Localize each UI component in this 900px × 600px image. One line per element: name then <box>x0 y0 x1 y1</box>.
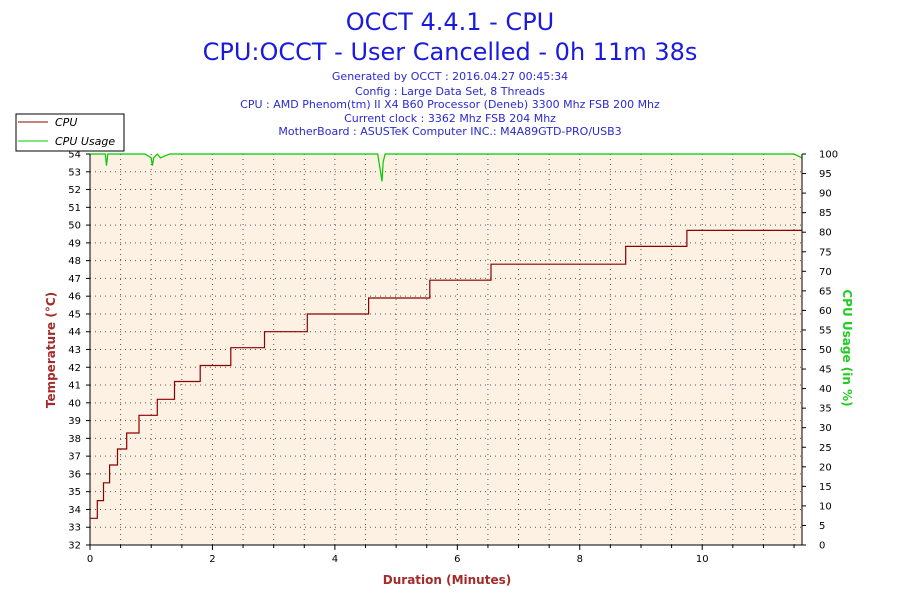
y-tick-label: 46 <box>68 292 81 303</box>
axes: 3233343536373839404142434445464748495051… <box>68 150 838 566</box>
info-generated: Generated by OCCT : 2016.04.27 00:45:34 <box>332 70 568 83</box>
legend-label-cpu-usage: CPU Usage <box>55 135 115 148</box>
y-tick-label: 36 <box>68 469 81 480</box>
x-tick-label: 2 <box>209 554 215 565</box>
y-tick-label: 34 <box>68 505 81 516</box>
y2-tick-label: 85 <box>819 208 832 219</box>
x-tick-label: 10 <box>696 554 709 565</box>
y-tick-label: 44 <box>68 327 81 338</box>
y-tick-label: 39 <box>68 416 81 427</box>
y-tick-label: 32 <box>68 541 81 552</box>
grid-lines <box>90 154 802 545</box>
y-tick-label: 35 <box>68 487 81 498</box>
legend-label-cpu: CPU <box>55 116 77 129</box>
y-tick-label: 50 <box>68 221 81 232</box>
y-tick-label: 48 <box>68 256 81 267</box>
y2-tick-label: 95 <box>819 169 832 180</box>
y2-tick-label: 10 <box>819 501 832 512</box>
y2-tick-label: 35 <box>819 404 832 415</box>
y2-tick-label: 70 <box>819 267 832 278</box>
y2-tick-label: 75 <box>819 247 832 258</box>
x-tick-label: 4 <box>332 554 338 565</box>
info-motherboard: MotherBoard : ASUSTeK Computer INC.: M4A… <box>278 125 621 138</box>
y-tick-label: 49 <box>68 238 81 249</box>
info-block: Generated by OCCT : 2016.04.27 00:45:34 … <box>240 70 660 138</box>
y2-tick-label: 30 <box>819 423 832 434</box>
y2-tick-label: 90 <box>819 189 832 200</box>
y-tick-label: 54 <box>68 150 81 161</box>
y2-tick-label: 5 <box>819 521 825 532</box>
x-tick-label: 0 <box>87 554 93 565</box>
info-clock: Current clock : 3362 Mhz FSB 204 Mhz <box>344 112 556 125</box>
series-line-cpu-temperature <box>90 229 802 519</box>
x-tick-label: 8 <box>577 554 583 565</box>
chart-title: OCCT 4.4.1 - CPU <box>346 8 554 36</box>
x-tick-label: 6 <box>454 554 460 565</box>
y-tick-label: 42 <box>68 363 81 374</box>
y-tick-label: 51 <box>68 203 81 214</box>
info-cpu: CPU : AMD Phenom(tm) II X4 B60 Processor… <box>240 98 660 111</box>
y2-tick-label: 15 <box>819 482 832 493</box>
y2-tick-label: 60 <box>819 306 832 317</box>
y2-tick-label: 50 <box>819 345 832 356</box>
y-tick-label: 47 <box>68 274 81 285</box>
y-tick-label: 43 <box>68 345 81 356</box>
chart-subtitle: CPU:OCCT - User Cancelled - 0h 11m 38s <box>203 38 698 66</box>
y-tick-label: 33 <box>68 523 81 534</box>
y-tick-label: 37 <box>68 452 81 463</box>
y2-tick-label: 25 <box>819 443 832 454</box>
y-tick-label: 53 <box>68 167 81 178</box>
y-tick-label: 52 <box>68 185 81 196</box>
y2-tick-label: 80 <box>819 228 832 239</box>
x-axis-label: Duration (Minutes) <box>383 573 511 587</box>
y-axis-label: Temperature (°C) <box>44 292 58 408</box>
y2-tick-label: 0 <box>819 541 825 552</box>
info-config: Config : Large Data Set, 8 Threads <box>355 85 545 98</box>
series-line-cpu-usage <box>90 153 803 182</box>
y2-tick-label: 100 <box>819 150 838 161</box>
y2-axis-label: CPU Usage (in %) <box>840 289 854 406</box>
legend: CPU CPU Usage <box>15 113 125 152</box>
y2-tick-label: 40 <box>819 384 832 395</box>
y2-tick-label: 20 <box>819 462 832 473</box>
y-tick-label: 45 <box>68 309 81 320</box>
series-layer <box>90 153 803 519</box>
y2-tick-label: 45 <box>819 365 832 376</box>
y-tick-label: 38 <box>68 434 81 445</box>
legend-box <box>15 113 125 152</box>
y2-tick-label: 55 <box>819 325 832 336</box>
y-tick-label: 41 <box>68 381 81 392</box>
y2-tick-label: 65 <box>819 286 832 297</box>
y-tick-label: 40 <box>68 398 81 409</box>
